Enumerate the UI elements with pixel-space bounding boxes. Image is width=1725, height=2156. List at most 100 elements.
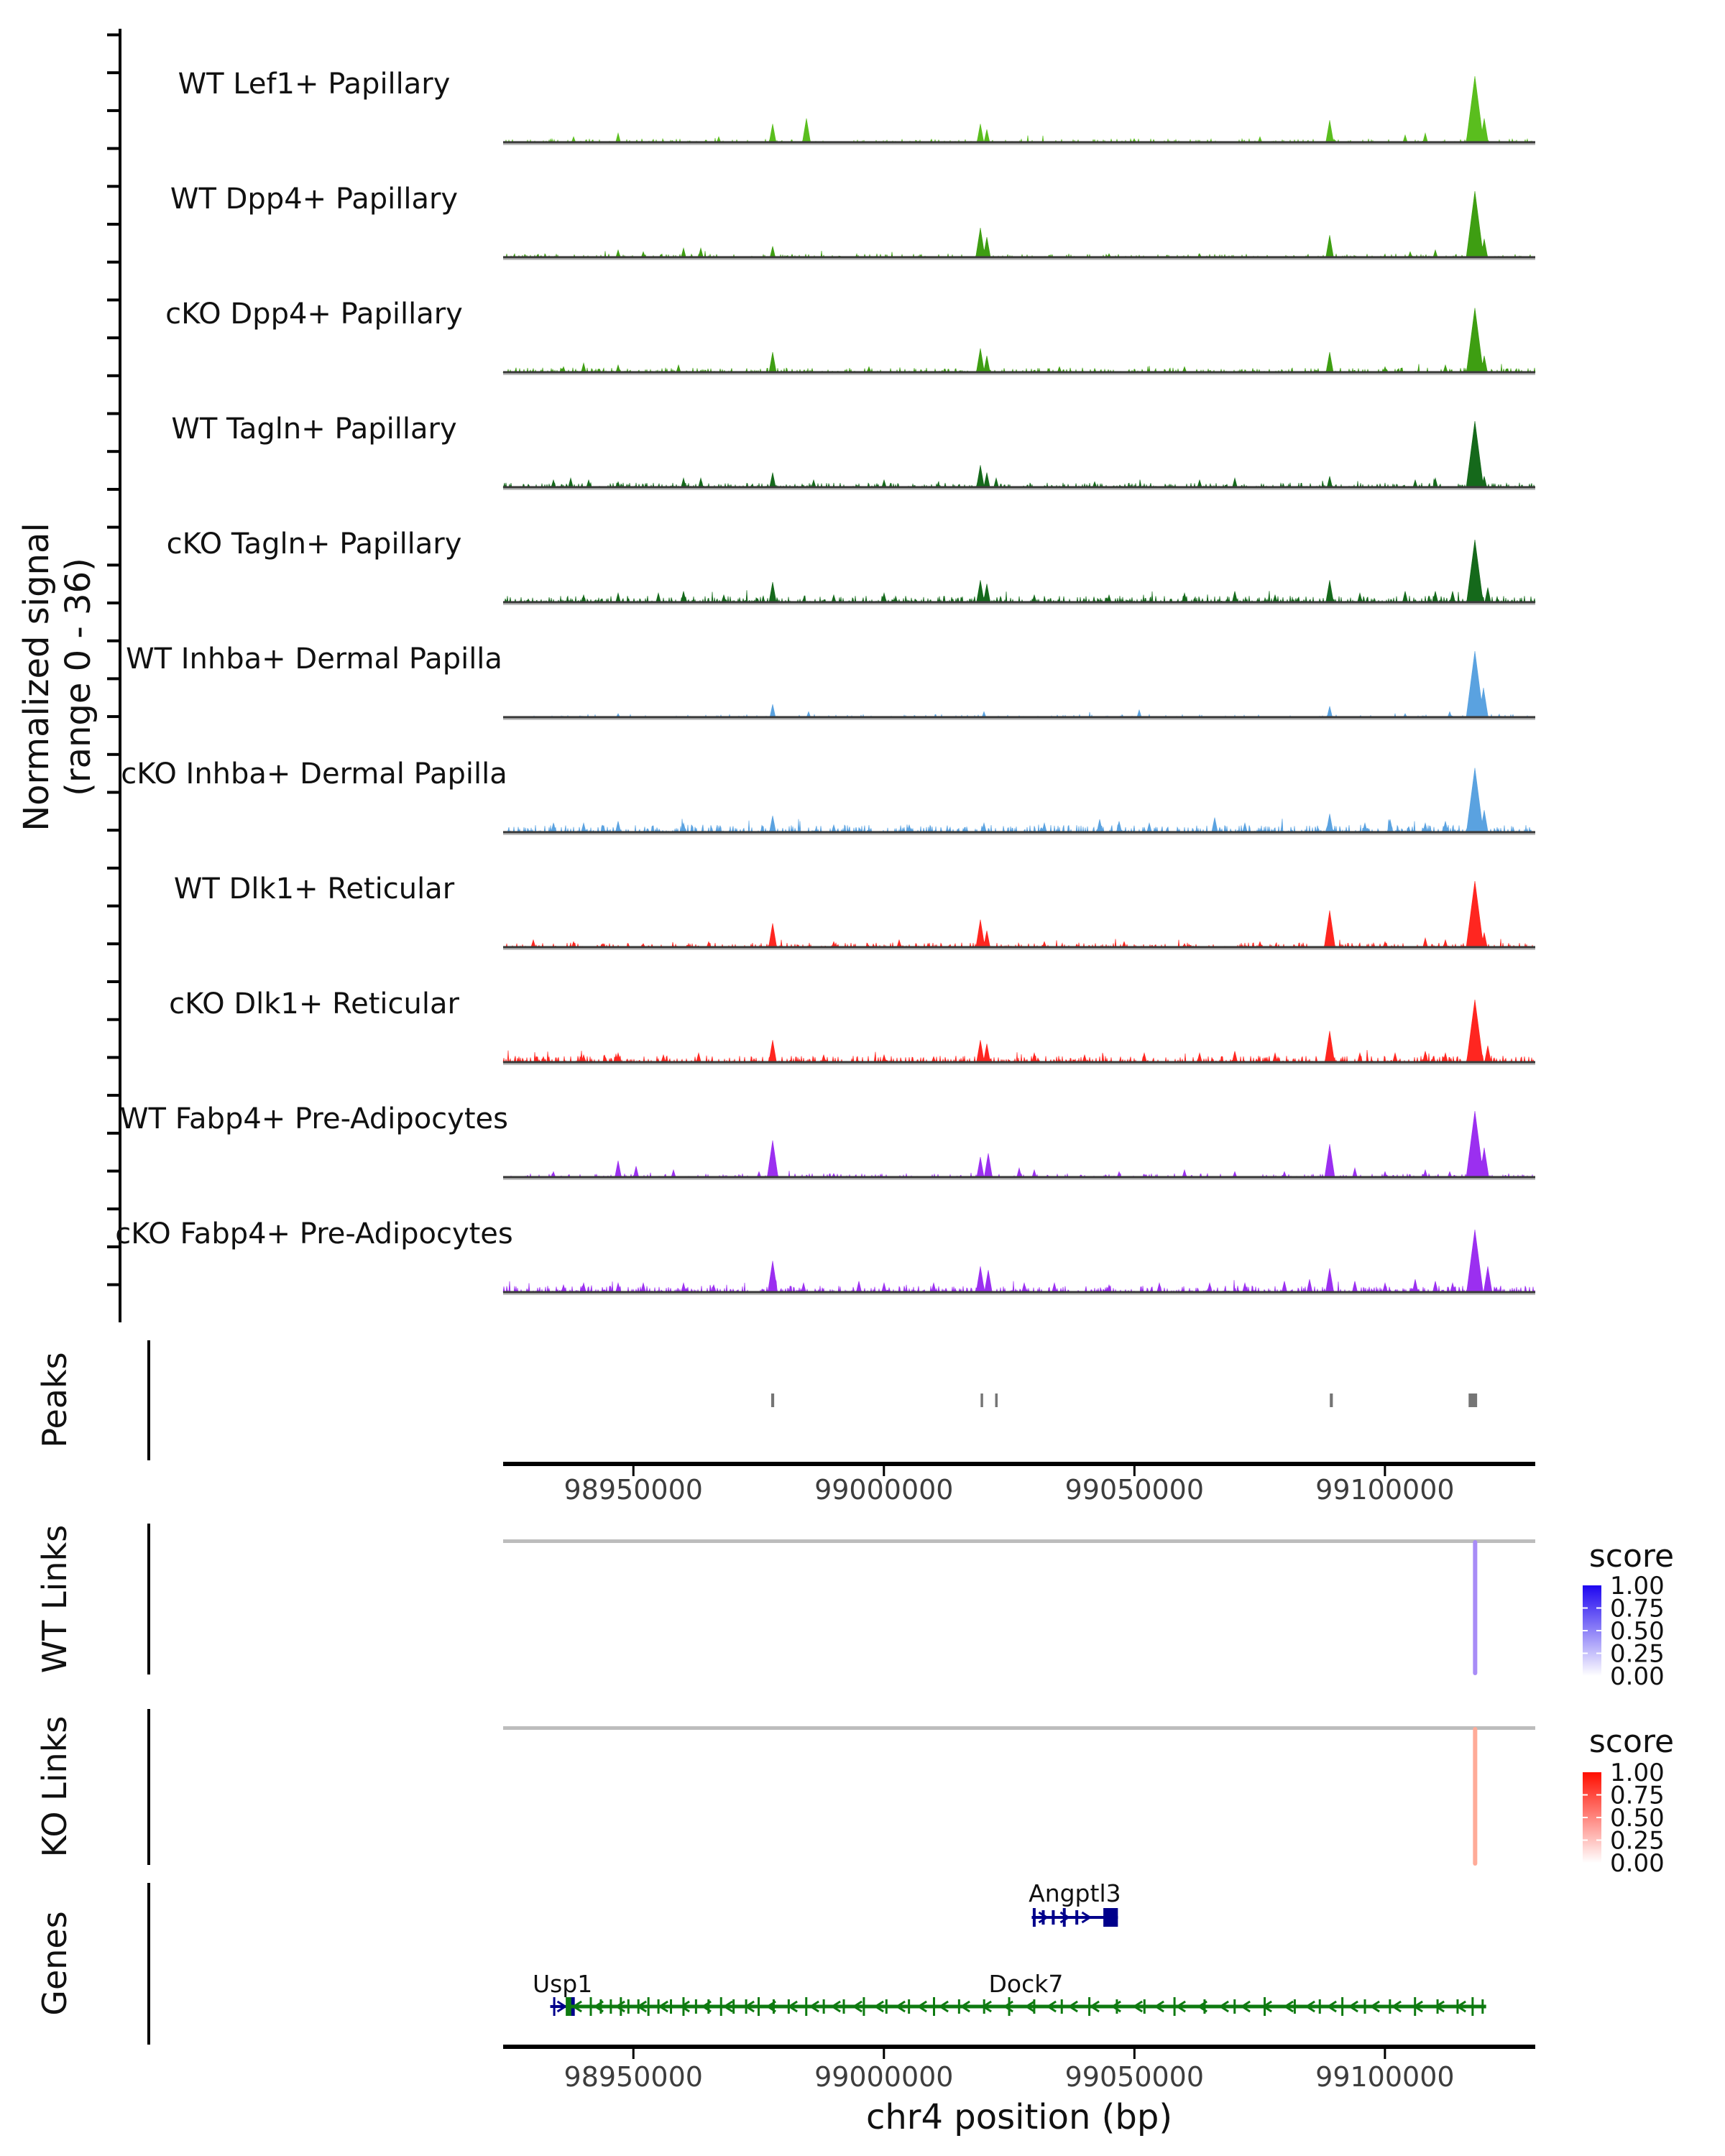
wt-legend-notch-l1 <box>1583 1607 1588 1609</box>
gene-strand-arrow-icon <box>1090 2000 1100 2013</box>
genome-axis-tick-top-0 <box>632 1466 635 1476</box>
track-baseline-shadow-6 <box>503 833 1535 835</box>
track-baseline-shadow-4 <box>503 603 1535 605</box>
track-baseline-shadow-7 <box>503 948 1535 950</box>
gene-Dock7 <box>566 1997 1486 2016</box>
signal-y-axis-tick <box>107 374 119 377</box>
x-axis-title: chr4 position (bp) <box>865 2097 1173 2137</box>
signal-y-axis-tick <box>107 260 119 264</box>
gene-strand-arrow-icon <box>1026 2000 1035 2013</box>
track-baseline-7 <box>503 946 1535 949</box>
signal-area-track-4 <box>502 540 1536 604</box>
signal-area-track-0 <box>503 75 1535 144</box>
gene-label-Usp1: Usp1 <box>533 1970 592 1998</box>
track-baseline-shadow-9 <box>503 1178 1535 1180</box>
signal-y-axis-tick <box>107 71 119 75</box>
track-baseline-4 <box>503 601 1535 604</box>
wt-score-legend-title: score <box>1588 1538 1675 1575</box>
wt-legend-label-3: 0.25 <box>1610 1640 1665 1669</box>
signal-y-axis-tick <box>107 980 119 983</box>
track-label-10: cKO Fabp4+ Pre-Adipocytes <box>115 1217 513 1250</box>
peak-mark-3 <box>1330 1393 1333 1407</box>
signal-y-axis-tick <box>107 450 119 453</box>
gene-strand-arrow-icon <box>724 2000 733 2013</box>
ko-legend-notch-r2 <box>1596 1817 1601 1818</box>
wt-legend-label-4: 0.00 <box>1610 1662 1665 1691</box>
signal-y-axis-tick <box>107 791 119 794</box>
gene-Angptl3 <box>1031 1908 1118 1927</box>
gene-strand-arrow-icon <box>745 2000 755 2013</box>
track-baseline-5 <box>503 716 1535 719</box>
signal-y-axis-line <box>119 29 121 1322</box>
track-label-5: WT Inhba+ Dermal Papilla <box>126 642 502 676</box>
signal-y-axis-tick <box>107 1245 119 1248</box>
track-baseline-1 <box>503 256 1535 259</box>
x-tick-label-bottom-2: 99050000 <box>1065 2061 1204 2093</box>
peak-mark-0 <box>770 1393 775 1407</box>
signal-y-axis-tick <box>107 1056 119 1059</box>
signal-y-axis-tick <box>107 1169 119 1173</box>
genome-axis-tick-bottom-1 <box>883 2049 886 2059</box>
signal-y-axis-tick <box>107 487 119 491</box>
signal-y-axis-tick <box>107 752 119 756</box>
genome-axis-tick-top-2 <box>1133 1466 1136 1476</box>
wt-legend-notch-l2 <box>1583 1630 1588 1631</box>
signal-y-axis-tick <box>107 1018 119 1021</box>
gene-label-Dock7: Dock7 <box>988 1970 1063 1998</box>
x-tick-label-top-1: 99000000 <box>814 1474 953 1506</box>
gene-strand-arrow-icon <box>788 2000 798 2013</box>
wt-legend-label-0: 1.00 <box>1610 1572 1665 1600</box>
gene-strand-arrow-icon <box>1133 2000 1143 2013</box>
track-baseline-8 <box>503 1061 1535 1064</box>
signal-y-axis-tick <box>107 33 119 37</box>
signal-y-axis-tick <box>107 525 119 529</box>
x-tick-label-bottom-1: 99000000 <box>814 2061 953 2093</box>
genome-axis-tick-bottom-2 <box>1133 2049 1136 2059</box>
gene-strand-arrow-icon <box>1328 2000 1337 2013</box>
track-baseline-0 <box>503 141 1535 144</box>
genome-axis-bottom <box>503 2045 1535 2049</box>
ko-links-bracket <box>147 1709 150 1865</box>
gene-strand-arrow-icon <box>896 2000 906 2013</box>
wt-legend-notch-r2 <box>1596 1630 1601 1631</box>
gene-strand-arrow-icon <box>1306 2000 1315 2013</box>
track-baseline-shadow-10 <box>503 1293 1535 1295</box>
gene-strand-arrow-icon <box>961 2000 970 2013</box>
signal-y-axis-tick <box>107 563 119 567</box>
gene-strand-arrow-icon <box>1047 2000 1057 2013</box>
track-baseline-shadow-3 <box>503 488 1535 490</box>
signal-area-track-6 <box>503 768 1535 834</box>
signal-area-track-5 <box>503 650 1535 718</box>
track-baseline-shadow-0 <box>503 143 1535 145</box>
gene-strand-arrow-icon <box>1457 2000 1466 2013</box>
section-label-genes: Genes <box>35 1911 74 2016</box>
gene-strand-arrow-icon <box>832 2000 841 2013</box>
track-baseline-shadow-8 <box>503 1063 1535 1065</box>
signal-y-axis-tick <box>107 677 119 681</box>
signal-y-axis-tick <box>107 1094 119 1097</box>
track-baseline-9 <box>503 1176 1535 1179</box>
peak-mark-1 <box>980 1393 983 1407</box>
signal-y-axis-tick <box>107 109 119 112</box>
y-axis-label-line2: (range 0 - 36) <box>58 558 98 796</box>
gene-strand-arrow-icon <box>939 2000 949 2013</box>
track-baseline-shadow-5 <box>503 718 1535 720</box>
genes-bracket <box>147 1883 150 2045</box>
ko-legend-label-4: 0.00 <box>1610 1849 1665 1878</box>
gene-strand-arrow-icon <box>875 2000 884 2013</box>
gene-label-Angptl3: Angptl3 <box>1029 1879 1121 1907</box>
ko-legend-label-1: 0.75 <box>1610 1782 1665 1810</box>
gene-strand-arrow-icon <box>1177 2000 1186 2013</box>
gene-strand-arrow-icon <box>1220 2000 1229 2013</box>
wt-links-guideline <box>503 1539 1535 1543</box>
gene-strand-arrow-icon <box>1392 2000 1402 2013</box>
y-axis-label-line1: Normalized signal <box>17 522 57 831</box>
track-baseline-10 <box>503 1291 1535 1294</box>
wt-legend-notch-r3 <box>1596 1652 1601 1654</box>
genome-axis-tick-top-3 <box>1384 1466 1386 1476</box>
track-label-7: WT Dlk1+ Reticular <box>174 872 455 906</box>
track-baseline-6 <box>503 831 1535 834</box>
ko-score-legend-title: score <box>1588 1723 1675 1760</box>
